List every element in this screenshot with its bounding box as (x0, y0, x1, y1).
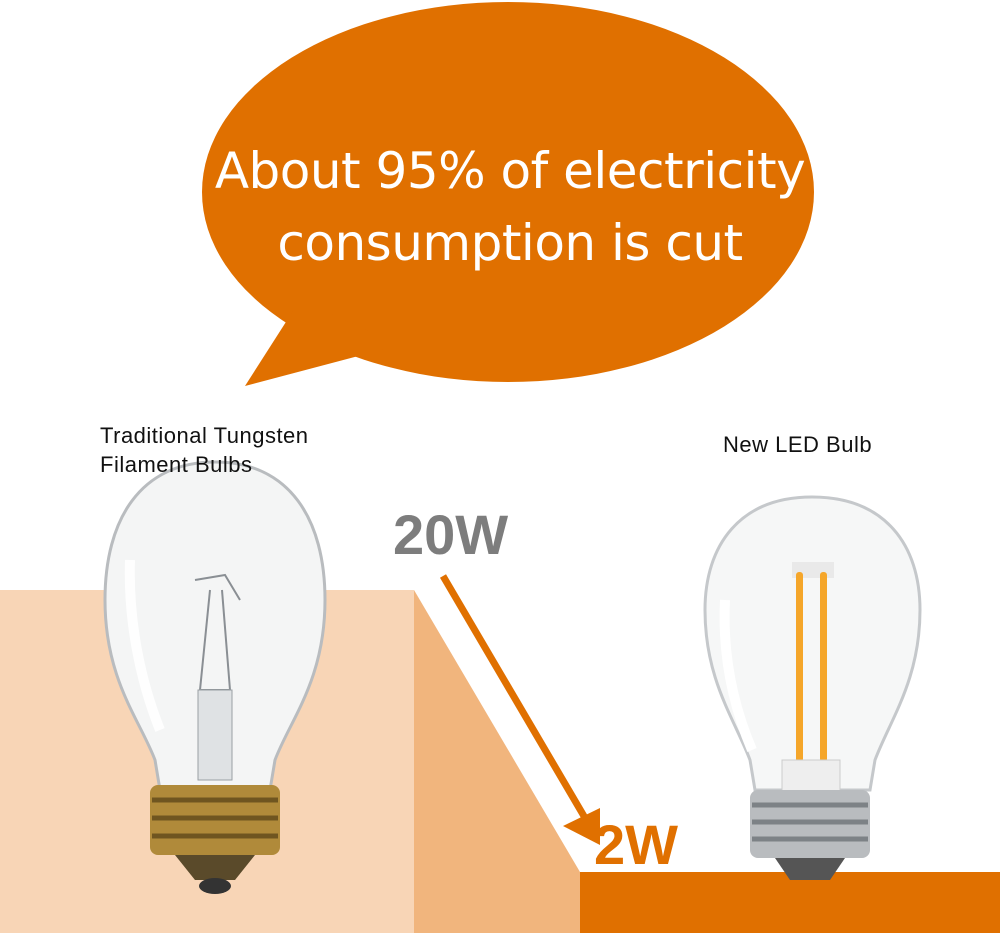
step-low (580, 872, 1000, 933)
tungsten-bulb-label: Traditional Tungsten Filament Bulbs (100, 421, 309, 479)
tungsten-label-line2: Filament Bulbs (100, 452, 253, 477)
speech-bubble (202, 2, 814, 386)
new-wattage: 2W (594, 813, 678, 876)
step-slope (414, 590, 580, 933)
tungsten-bulb-image (103, 460, 327, 894)
down-arrow-icon (439, 574, 600, 845)
headline: About 95% of electricity consumption is … (214, 142, 806, 272)
old-wattage: 20W (393, 503, 509, 566)
tungsten-label-line1: Traditional Tungsten (100, 423, 309, 448)
led-bulb-image (703, 495, 922, 880)
led-bulb-label: New LED Bulb (723, 432, 873, 457)
